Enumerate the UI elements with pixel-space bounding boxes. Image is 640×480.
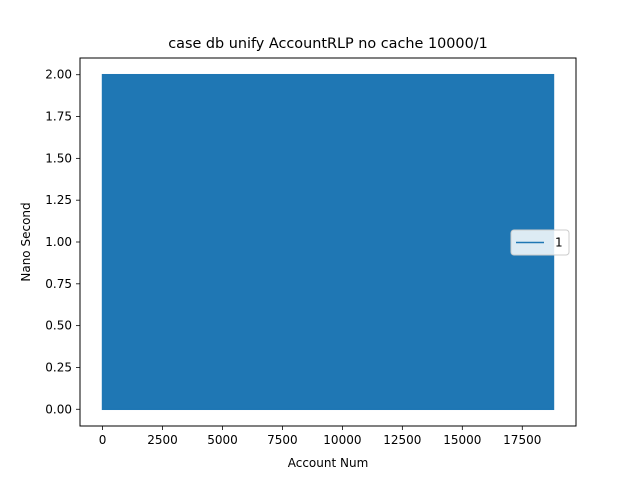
y-tick-label: 1.75 bbox=[45, 110, 72, 124]
y-tick-label: 1.00 bbox=[45, 235, 72, 249]
x-tick-label: 17500 bbox=[503, 433, 541, 447]
y-tick-label: 0.75 bbox=[45, 277, 72, 291]
plot-area bbox=[101, 73, 555, 411]
x-axis: 0 2500 5000 7500 10000 12500 15000 17500 bbox=[99, 426, 541, 447]
x-axis-label: Account Num bbox=[288, 456, 369, 470]
y-tick-label: 0.00 bbox=[45, 402, 72, 416]
x-tick-label: 0 bbox=[99, 433, 107, 447]
y-tick-label: 1.50 bbox=[45, 151, 72, 165]
y-axis-label: Nano Second bbox=[19, 202, 33, 281]
legend: 1 bbox=[510, 229, 570, 256]
x-tick-label: 2500 bbox=[147, 433, 178, 447]
legend-label: 1 bbox=[555, 236, 563, 250]
x-tick-label: 10000 bbox=[323, 433, 361, 447]
x-tick-label: 7500 bbox=[267, 433, 298, 447]
y-axis: 0.00 0.25 0.50 0.75 1.00 1.25 1.50 1.75 2.00 bbox=[45, 68, 80, 416]
x-tick-label: 15000 bbox=[443, 433, 481, 447]
x-tick-label: 5000 bbox=[207, 433, 238, 447]
chart-title: case db unify AccountRLP no cache 10000/… bbox=[168, 36, 488, 52]
y-tick-label: 1.25 bbox=[45, 193, 72, 207]
y-tick-label: 0.25 bbox=[45, 360, 72, 374]
x-tick-label: 12500 bbox=[383, 433, 421, 447]
y-tick-label: 0.50 bbox=[45, 319, 72, 333]
y-tick-label: 2.00 bbox=[45, 68, 72, 82]
series-line-1 bbox=[101, 73, 555, 411]
